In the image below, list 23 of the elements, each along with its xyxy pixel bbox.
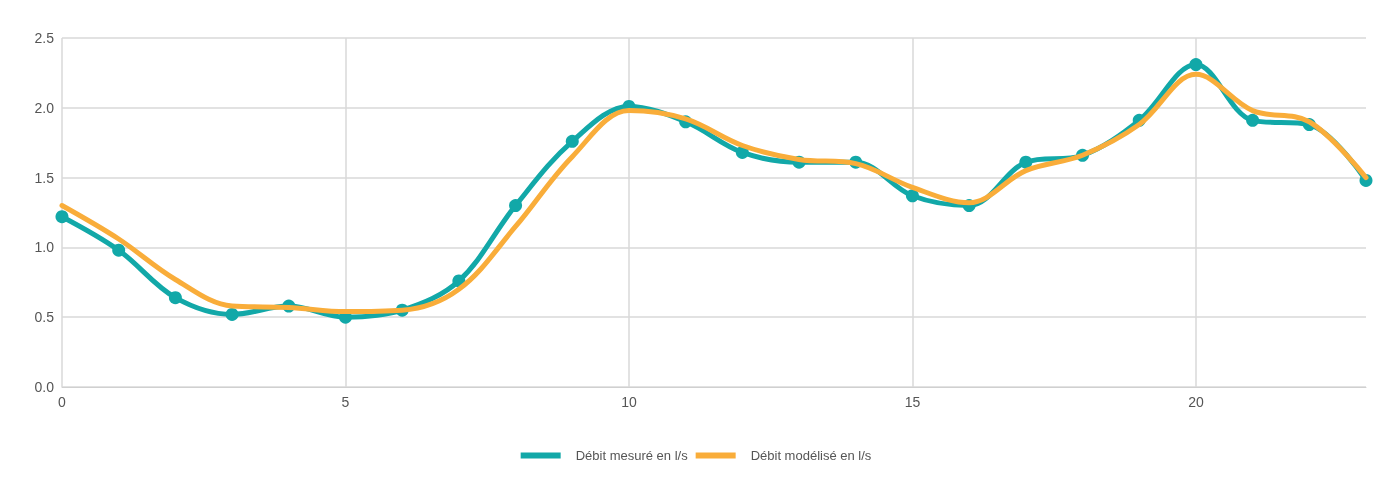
point <box>1019 155 1033 169</box>
point <box>1189 58 1203 72</box>
legend-label: Débit modélisé en l/s <box>750 448 872 463</box>
y-tick-label: 1.0 <box>34 239 55 256</box>
x-tick-label: 10 <box>621 394 637 410</box>
y-tick-label: 0.0 <box>34 379 55 395</box>
point <box>168 291 182 305</box>
y-tick-label: 0.5 <box>34 309 55 326</box>
point <box>225 307 239 321</box>
point <box>565 134 579 148</box>
point <box>112 243 126 257</box>
x-tick-label: 15 <box>904 394 921 410</box>
x-tick-label: 0 <box>58 394 67 410</box>
point <box>1246 113 1260 127</box>
y-tick-label: 1.5 <box>34 169 55 186</box>
point <box>905 189 919 203</box>
y-tick-label: 2.5 <box>34 30 55 46</box>
y-tick-label: 2.0 <box>34 99 55 116</box>
point <box>55 210 69 224</box>
x-tick-label: 20 <box>1188 394 1204 410</box>
x-tick-label: 5 <box>341 394 350 410</box>
point <box>509 199 523 213</box>
legend-label: Débit mesuré en l/s <box>575 448 689 463</box>
